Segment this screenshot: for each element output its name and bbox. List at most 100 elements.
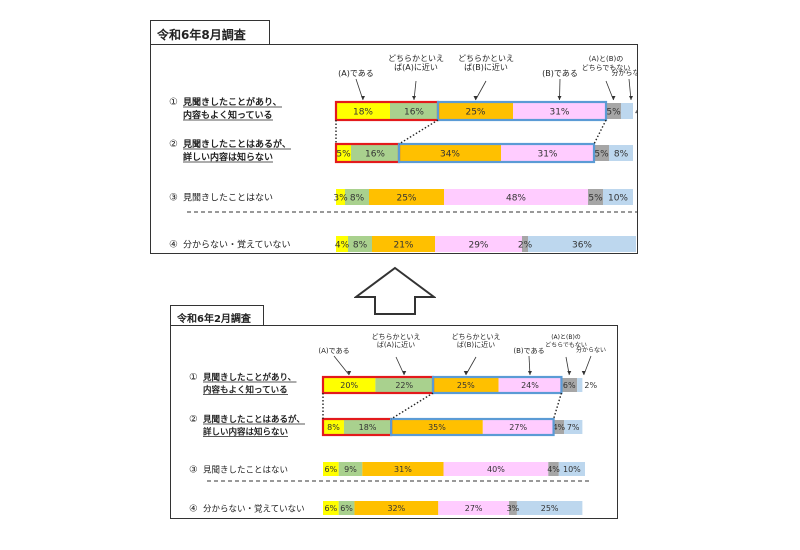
legend-pointer: [475, 80, 487, 101]
legend-pointer-head: [402, 371, 407, 375]
data-label: 22%: [395, 381, 413, 390]
data-label: 31%: [549, 108, 569, 118]
legend-label-2: どちらかといえば(B)に近い: [458, 54, 514, 72]
data-label: 10%: [563, 465, 581, 474]
data-label: 8%: [353, 241, 368, 251]
row-number: ②: [189, 414, 198, 425]
data-label: 2%: [584, 381, 597, 390]
data-label: 5%: [336, 150, 351, 160]
data-label: 4%: [552, 423, 565, 432]
legend-label-5: 分からない: [612, 68, 638, 77]
data-label: 10%: [608, 194, 628, 204]
legend-pointer-head: [347, 371, 352, 375]
bar-segment: [594, 145, 609, 161]
legend-pointer-head: [412, 96, 416, 100]
bar-segment: [498, 378, 562, 392]
row-number: ④: [189, 503, 198, 514]
bar-segment: [516, 501, 583, 515]
data-label: 32%: [387, 504, 405, 513]
bar-segment: [362, 462, 444, 476]
bar-segment: [433, 378, 499, 392]
bar-segment: [444, 189, 588, 205]
data-label: 6%: [325, 465, 338, 474]
data-label: 25%: [396, 194, 416, 204]
data-label: 2%: [518, 241, 533, 251]
bar-segment: [369, 189, 444, 205]
row-label: 見聞きしたことはあるが、詳しい内容は知らない: [182, 138, 291, 163]
data-label: 8%: [350, 194, 365, 204]
legend-label-1: どちらかといえば(A)に近い: [372, 333, 421, 349]
bar-segment: [609, 145, 633, 161]
bar-segment: [438, 103, 513, 119]
upper-panel-title: 令和6年8月調査: [157, 28, 246, 42]
data-label: 25%: [541, 504, 559, 513]
bar-segment: [323, 501, 339, 515]
bar-segment: [621, 103, 633, 119]
lower-chart: (A)である どちらかといえば(A)に近い どちらかといえば(B)に近い (B)である…: [189, 333, 606, 515]
data-label: 16%: [404, 108, 424, 118]
row-label: 分からない・覚えていない: [203, 503, 305, 514]
bar-segment: [577, 378, 583, 392]
bar-segment: [501, 145, 594, 161]
bar-segment: [513, 103, 606, 119]
row-label: 分からない・覚えていない: [183, 239, 291, 251]
bar-segment: [435, 236, 522, 252]
legend-pointer-head: [581, 371, 586, 375]
bar-segment: [553, 420, 565, 434]
data-label: 6%: [563, 381, 576, 390]
up-arrow-icon: [354, 266, 436, 315]
data-label: 6%: [340, 504, 353, 513]
data-label: 7%: [567, 423, 580, 432]
row-number: ②: [169, 139, 178, 150]
bar-segment: [528, 236, 636, 252]
bar-segment: [548, 462, 559, 476]
data-label: 5%: [606, 108, 621, 118]
bar-segment: [391, 420, 483, 434]
data-label: 27%: [509, 423, 527, 432]
bar-segment: [345, 189, 369, 205]
bar-segment: [438, 501, 510, 515]
bar-segment: [338, 501, 355, 515]
bar-segment: [606, 103, 621, 119]
bar-segment: [336, 145, 351, 161]
bar-segment: [343, 420, 392, 434]
legend-pointer-head: [463, 371, 468, 375]
legend-pointer-head: [473, 96, 478, 100]
row-label: 見聞きしたことがあり、内容もよく知っている: [202, 372, 296, 396]
legend-pointer: [333, 355, 350, 376]
lower-panel-title-tab: 令和6年2月調査: [170, 305, 264, 326]
legend-label-3: (B)である: [542, 69, 578, 78]
bar-segment: [351, 145, 399, 161]
data-label: 25%: [465, 108, 485, 118]
bar-segment: [323, 420, 344, 434]
bar-segment: [323, 378, 376, 392]
bar-segment: [443, 462, 549, 476]
data-label: 4%: [635, 108, 637, 118]
b-side-highlight-frame: [436, 100, 608, 122]
row-label: 見聞きしたことはない: [183, 193, 273, 204]
upper-panel: (A)である どちらかといえば(A)に近い どちらかといえば(B)に近い (B)である…: [150, 44, 638, 254]
legend-pointer-head: [527, 371, 532, 375]
data-label: 5%: [594, 150, 609, 160]
bar-segment: [372, 236, 435, 252]
data-label: 20%: [340, 381, 358, 390]
bar-segment: [509, 501, 517, 515]
bar-segment: [336, 103, 390, 119]
data-label: 27%: [465, 504, 483, 513]
data-label: 24%: [521, 381, 539, 390]
legend-label-1: どちらかといえば(A)に近い: [388, 54, 444, 72]
row-number: ④: [169, 240, 178, 251]
dotted-connector: [398, 119, 439, 145]
data-label: 6%: [325, 504, 338, 513]
b-side-highlight-frame: [397, 142, 596, 164]
bar-segment: [564, 420, 583, 434]
data-label: 34%: [440, 150, 460, 160]
data-label: 25%: [457, 381, 475, 390]
dotted-connector: [552, 392, 563, 420]
legend-label-0: (A)である: [338, 69, 374, 78]
bar-segment: [375, 378, 434, 392]
data-label: 40%: [487, 465, 505, 474]
legend-pointer-head: [629, 96, 633, 100]
data-label: 16%: [365, 150, 385, 160]
row-number: ③: [169, 193, 178, 204]
